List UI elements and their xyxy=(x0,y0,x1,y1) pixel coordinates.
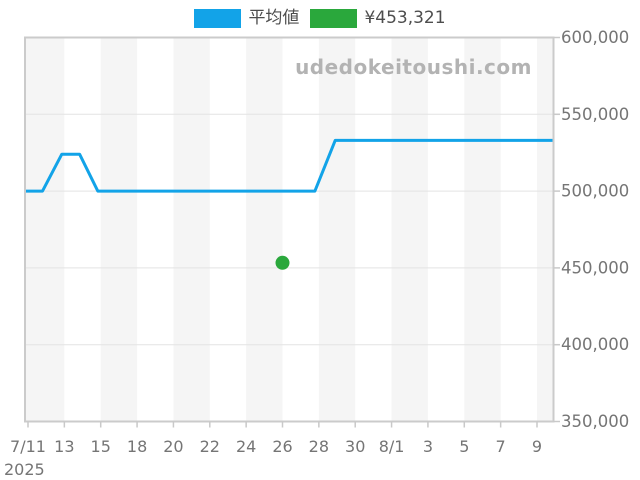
x-axis-label: 7 xyxy=(496,437,506,456)
x-axis-label: 26 xyxy=(272,437,292,456)
legend-item-average: 平均値 xyxy=(194,7,300,28)
x-axis-label: 8/1 xyxy=(379,437,405,456)
background-band xyxy=(173,37,210,422)
background-band xyxy=(464,37,501,422)
background-band xyxy=(391,37,428,422)
y-axis-label: 500,000 xyxy=(561,182,629,201)
background-band xyxy=(318,37,356,422)
x-axis-label: 18 xyxy=(127,437,147,456)
legend-item-marked-price: ¥453,321 xyxy=(310,7,446,28)
x-axis-label: 5 xyxy=(459,437,469,456)
x-axis-label: 13 xyxy=(54,437,74,456)
x-axis-year-label: 2025 xyxy=(4,460,45,479)
x-axis-label: 30 xyxy=(345,437,365,456)
y-axis-label: 600,000 xyxy=(561,28,629,47)
y-axis-label: 400,000 xyxy=(561,335,629,354)
y-axis-label: 350,000 xyxy=(561,412,629,431)
y-axis-label: 450,000 xyxy=(561,258,629,277)
x-axis-label: 15 xyxy=(91,437,111,456)
x-axis-label: 9 xyxy=(532,437,542,456)
chart-legend: 平均値 ¥453,321 xyxy=(0,7,640,29)
background-band xyxy=(537,37,554,422)
x-axis-label: 20 xyxy=(163,437,183,456)
y-axis-label: 550,000 xyxy=(561,105,629,124)
marked-price-point xyxy=(275,255,290,270)
average-price-line xyxy=(25,138,554,193)
marked-price-swatch xyxy=(310,8,358,28)
background-band xyxy=(25,37,65,422)
marked-price-label: ¥453,321 xyxy=(364,7,446,28)
x-axis-label: 24 xyxy=(236,437,256,456)
x-axis-label: 3 xyxy=(423,437,433,456)
watermark-text: udedokeitoushi.com xyxy=(295,55,532,79)
x-axis-label: 28 xyxy=(309,437,329,456)
x-axis-label: 7/11 xyxy=(10,437,46,456)
background-band xyxy=(100,37,138,422)
x-axis-label: 22 xyxy=(200,437,220,456)
background-band xyxy=(246,37,283,422)
plot-border xyxy=(24,36,555,423)
average-series-swatch xyxy=(194,8,242,28)
average-series-label: 平均値 xyxy=(248,7,300,28)
